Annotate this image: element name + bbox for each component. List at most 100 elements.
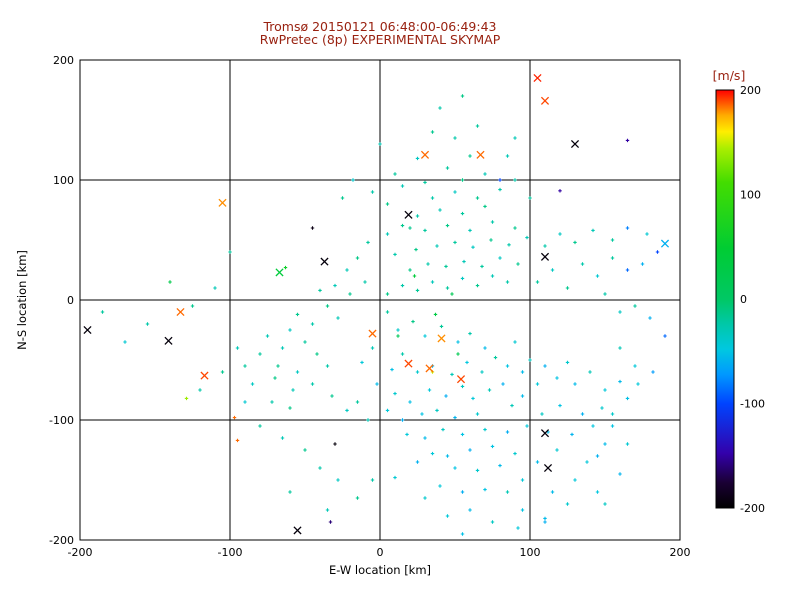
data-point <box>228 250 232 254</box>
data-point <box>513 340 517 344</box>
data-point <box>375 382 379 386</box>
data-point <box>283 265 288 270</box>
data-point <box>645 232 649 236</box>
highlight-data-point <box>404 359 413 368</box>
data-point <box>408 400 412 404</box>
data-point <box>439 324 444 329</box>
data-point <box>516 262 520 266</box>
data-point <box>370 478 375 482</box>
highlight-data-point <box>404 210 413 219</box>
highlight-points-layer <box>83 73 670 535</box>
data-point <box>445 166 450 170</box>
data-point <box>295 370 300 374</box>
data-point <box>505 430 510 434</box>
data-point <box>475 283 480 288</box>
colorbar-tick-label: 0 <box>740 293 747 306</box>
data-point <box>625 138 630 143</box>
data-point <box>625 226 630 230</box>
highlight-data-point <box>320 257 329 266</box>
data-point <box>415 370 420 374</box>
data-point <box>580 412 585 416</box>
data-point <box>588 370 592 374</box>
data-point <box>355 496 360 500</box>
data-point <box>378 142 382 146</box>
y-tick-label: 200 <box>53 54 74 67</box>
data-point <box>441 427 445 432</box>
data-point <box>483 487 487 492</box>
data-point <box>468 448 472 452</box>
data-point <box>525 235 529 240</box>
highlight-data-point <box>176 307 185 317</box>
data-point <box>460 532 465 536</box>
y-tick-label: 0 <box>67 294 74 307</box>
data-point <box>535 460 540 464</box>
y-tick-label: -200 <box>49 534 74 547</box>
plot-frame <box>79 59 681 541</box>
y-tick-label: -100 <box>49 414 74 427</box>
data-point <box>610 412 615 416</box>
data-point <box>243 400 247 404</box>
highlight-data-point <box>437 334 446 343</box>
data-point <box>633 364 637 368</box>
data-point <box>550 490 555 494</box>
data-point <box>663 334 667 338</box>
highlight-data-point <box>476 150 485 159</box>
data-point <box>333 442 337 446</box>
y-axis-label: N-S location [km] <box>15 250 29 350</box>
data-point <box>348 292 352 296</box>
data-point <box>573 240 577 245</box>
data-point <box>423 334 427 338</box>
y-tick-label: 100 <box>53 174 74 187</box>
data-point <box>498 178 502 182</box>
data-point <box>625 442 630 446</box>
data-point <box>471 245 475 249</box>
data-point <box>415 460 420 464</box>
data-point <box>550 268 555 272</box>
data-point <box>435 408 439 413</box>
highlight-data-point <box>570 139 580 149</box>
highlight-data-point <box>200 371 209 380</box>
data-point <box>460 94 465 98</box>
data-point <box>355 256 360 260</box>
data-point <box>505 280 510 284</box>
data-point <box>385 408 390 413</box>
data-point <box>535 382 540 386</box>
data-point <box>505 154 510 158</box>
data-point <box>493 355 498 360</box>
data-point <box>366 240 370 245</box>
data-point <box>565 502 570 506</box>
data-point <box>420 412 424 416</box>
data-point <box>505 364 510 368</box>
data-point <box>385 232 390 236</box>
data-point <box>610 424 615 428</box>
data-point <box>430 130 435 134</box>
data-point <box>393 475 397 480</box>
colorbar-tick-labels: 200 100 0 -100 -200 <box>740 84 765 515</box>
data-point <box>100 310 105 314</box>
data-point <box>471 396 475 401</box>
data-point <box>330 394 334 398</box>
data-point <box>475 468 480 473</box>
data-point <box>445 514 450 518</box>
data-point <box>445 454 450 458</box>
data-point <box>426 262 430 266</box>
highlight-data-point <box>275 268 284 277</box>
data-point <box>414 247 418 252</box>
data-point <box>315 352 319 356</box>
data-point <box>453 240 457 245</box>
data-point <box>565 286 570 290</box>
data-point <box>345 408 349 413</box>
data-point <box>333 283 337 288</box>
data-point <box>520 508 525 512</box>
data-point <box>400 352 405 356</box>
data-point <box>430 280 435 284</box>
data-point <box>483 427 487 432</box>
data-point <box>423 436 427 440</box>
data-point <box>423 228 427 233</box>
plot-title-line2: RwPretec (8p) EXPERIMENTAL SKYMAP <box>260 32 501 47</box>
data-point <box>243 364 247 368</box>
data-point <box>618 379 622 384</box>
data-point <box>510 403 514 408</box>
data-point <box>336 316 340 320</box>
data-point <box>558 189 562 193</box>
